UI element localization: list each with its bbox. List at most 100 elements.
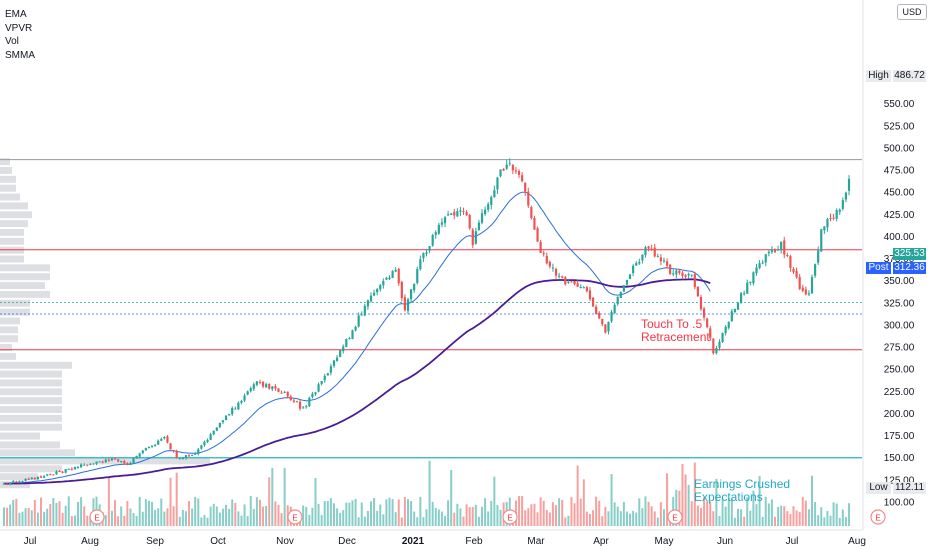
retracement-annotation: Touch To .5 Retracement [641, 318, 710, 344]
volume-bar [132, 513, 135, 526]
volume-bar [175, 472, 178, 526]
volume-bar [687, 484, 690, 526]
vpvr-bar [0, 317, 20, 325]
volume-bar [724, 506, 727, 526]
candle-body [783, 240, 786, 255]
volume-bar [9, 504, 12, 526]
volume-bar [33, 499, 36, 526]
volume-bar [789, 514, 792, 526]
candle-body [832, 217, 835, 219]
legend-vol[interactable]: Vol [5, 36, 19, 47]
candle-body [385, 277, 388, 280]
candle-body [675, 270, 678, 275]
vpvr-bar [0, 193, 20, 201]
earnings-marker-label: E [507, 514, 512, 523]
candle-body [27, 478, 30, 480]
currency-button[interactable]: USD [897, 4, 927, 20]
candle-body [141, 450, 144, 454]
volume-bar [644, 496, 647, 526]
candle-body [514, 170, 518, 172]
volume-bar [820, 507, 823, 526]
retracement-annotation-line2: Retracement [641, 330, 710, 344]
volume-bar [425, 509, 428, 526]
candle-body [24, 478, 27, 481]
candle-body [135, 456, 138, 459]
candle-body [335, 357, 339, 362]
volume-bar [394, 512, 397, 526]
candle-body [672, 273, 675, 275]
volume-bar [246, 516, 249, 526]
volume-bar [308, 514, 311, 526]
post-tag-label: Post [866, 262, 891, 274]
volume-bar [730, 498, 733, 526]
legend-vpvr[interactable]: VPVR [5, 22, 33, 34]
candle-body [169, 443, 172, 450]
volume-bar [814, 501, 817, 526]
candle-body [616, 296, 619, 304]
volume-bar [632, 510, 635, 526]
volume-bar [212, 503, 215, 526]
candle-body [166, 436, 169, 443]
vpvr-bar [0, 414, 62, 422]
volume-bar [77, 501, 80, 526]
volume-bar [823, 517, 826, 526]
volume-bar [172, 506, 175, 526]
candle-body [718, 341, 721, 348]
volume-bar [743, 516, 746, 526]
vpvr-bar [0, 473, 38, 481]
volume-bar [114, 500, 117, 526]
volume-bar [151, 501, 154, 526]
candle-body [243, 395, 246, 401]
volume-bar [567, 515, 570, 526]
volume-bar [641, 508, 644, 526]
candle-body [484, 209, 487, 215]
candle-body [480, 213, 484, 223]
candle-body [502, 168, 505, 171]
volume-bar [761, 516, 764, 526]
candle-body [505, 164, 508, 169]
volume-bar [277, 504, 280, 526]
volume-bar [64, 505, 67, 526]
volume-bar [758, 475, 761, 526]
volume-bar [684, 474, 687, 526]
volume-bar [107, 476, 110, 526]
volume-bar [533, 503, 536, 526]
volume-bar [225, 504, 228, 526]
vpvr-bar [0, 388, 62, 396]
candle-body [246, 391, 249, 395]
legend-smma[interactable]: SMMA [5, 49, 35, 61]
candle-body [431, 235, 434, 246]
candle-body [419, 259, 422, 270]
candle-body [268, 383, 271, 389]
candle-body [95, 461, 98, 464]
vpvr-bar [0, 158, 10, 166]
volume-bar [835, 503, 838, 526]
price-tick-label: 250.00 [884, 365, 915, 376]
candle-body [413, 283, 416, 291]
candle-body [144, 448, 147, 451]
volume-bar [783, 506, 786, 526]
volume-bar [635, 512, 638, 526]
candle-body [261, 381, 265, 387]
volume-bar [786, 511, 789, 526]
volume-bar [622, 501, 625, 526]
candle-body [49, 474, 52, 476]
volume-bar [104, 515, 107, 526]
legend-ema[interactable]: EMA [5, 9, 27, 20]
candle-body [154, 444, 157, 446]
candle-body [730, 311, 733, 322]
vpvr-bar [0, 255, 24, 263]
candle-body [218, 422, 221, 428]
price-tick-label: 200.00 [884, 409, 915, 420]
candle-body [684, 275, 687, 277]
candle-body [573, 281, 576, 285]
volume-bar [798, 511, 801, 526]
candle-body [644, 247, 647, 256]
candle-body [123, 461, 126, 464]
earnings-marker-icon [502, 509, 518, 525]
candle-body [70, 468, 73, 470]
candlesticks [2, 158, 851, 486]
candle-body [302, 407, 305, 409]
volume-bar [539, 497, 542, 526]
